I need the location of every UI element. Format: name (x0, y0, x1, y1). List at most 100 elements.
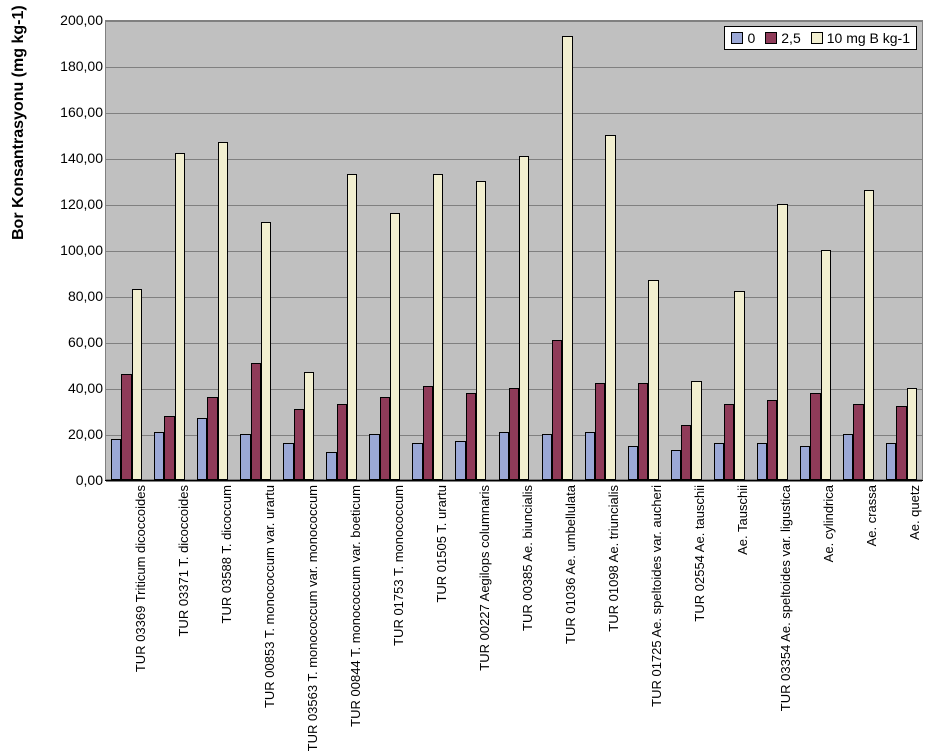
bars-layer (105, 20, 923, 480)
x-tick-label: TUR 03563 T. monococcum var. monococcum (305, 485, 320, 751)
bar (714, 443, 724, 480)
bar (111, 439, 121, 480)
y-tick-label: 60,00 (48, 334, 103, 350)
x-tick-label: TUR 00385 Ae. biuncialis (520, 485, 535, 631)
x-axis-line (105, 480, 923, 481)
bar (628, 446, 638, 481)
y-tick-label: 0,00 (48, 472, 103, 488)
bar (519, 156, 529, 480)
bar (886, 443, 896, 480)
legend-item: 10 mg B kg-1 (811, 30, 910, 46)
legend-label: 10 mg B kg-1 (827, 30, 910, 46)
bar (337, 404, 347, 480)
grid-line (106, 481, 922, 482)
y-tick-label: 80,00 (48, 288, 103, 304)
x-tick-label: Ae. cylindrica (821, 485, 836, 562)
bar (595, 383, 605, 480)
bar (585, 432, 595, 480)
bar (843, 434, 853, 480)
y-tick-label: 40,00 (48, 380, 103, 396)
bar (412, 443, 422, 480)
y-tick-label: 20,00 (48, 426, 103, 442)
x-tick-label: Ae. quetz (907, 485, 922, 540)
x-tick-label: Ae. crassa (864, 485, 879, 546)
bar (638, 383, 648, 480)
x-tick-label: TUR 01725 Ae. speltoides var. aucheri (649, 485, 664, 707)
x-tick-label: TUR 01753 T. monococcum (391, 485, 406, 646)
bar (562, 36, 572, 480)
legend-swatch (765, 32, 777, 44)
bar (648, 280, 658, 480)
bar (218, 142, 228, 480)
bar (207, 397, 217, 480)
bar (671, 450, 681, 480)
x-tick-label: TUR 01098 Ae. triuncialis (606, 485, 621, 632)
x-tick-label: TUR 01036 Ae. umbellulata (563, 485, 578, 644)
x-tick-label: TUR 01505 T. urartu (434, 485, 449, 603)
legend-swatch (731, 32, 743, 44)
bar (800, 446, 810, 481)
bar (681, 425, 691, 480)
y-tick-label: 120,00 (48, 196, 103, 212)
bar (777, 204, 787, 480)
x-labels: TUR 03369 Triticum dicoccoides TUR 03371 … (105, 485, 923, 717)
bar (466, 393, 476, 480)
x-tick-label: TUR 00853 T. monococcum var. urartu (262, 485, 277, 708)
bar (380, 397, 390, 480)
bar (251, 363, 261, 480)
bar (509, 388, 519, 480)
x-tick-label: TUR 00227 Aegilops columnaris (477, 485, 492, 671)
bar (390, 213, 400, 480)
y-tick-label: 160,00 (48, 104, 103, 120)
x-tick-label: TUR 03371 T. dicoccoides (176, 485, 191, 637)
bar (864, 190, 874, 480)
y-tick-label: 140,00 (48, 150, 103, 166)
legend-label: 0 (747, 30, 755, 46)
bar (240, 434, 250, 480)
chart-container: Bor Konsantrasyonu (mg kg-1) 02,510 mg B… (10, 10, 933, 717)
legend-item: 0 (731, 30, 755, 46)
bar (175, 153, 185, 480)
bar (757, 443, 767, 480)
x-tick-label: TUR 03369 Triticum dicoccoides (133, 485, 148, 672)
legend: 0 2,5 10 mg B kg-1 (724, 26, 917, 50)
bar (304, 372, 314, 480)
y-tick-label: 100,00 (48, 242, 103, 258)
bar (326, 452, 336, 480)
x-tick-label: TUR 00844 T. monococcum var. boeticum (348, 485, 363, 727)
legend-swatch (811, 32, 823, 44)
x-tick-label: TUR 03354 Ae. speltoides var. ligustica (778, 485, 793, 711)
bar (347, 174, 357, 480)
bar (767, 400, 777, 481)
bar (810, 393, 820, 480)
y-axis-title: Bor Konsantrasyonu (mg kg-1) (10, 5, 28, 240)
bar (294, 409, 304, 480)
bar (896, 406, 906, 480)
legend-label: 2,5 (781, 30, 800, 46)
bar (691, 381, 701, 480)
bar (423, 386, 433, 480)
bar (476, 181, 486, 480)
bar (853, 404, 863, 480)
bar (132, 289, 142, 480)
bar (197, 418, 207, 480)
bar (369, 434, 379, 480)
bar (734, 291, 744, 480)
bar (499, 432, 509, 480)
bar (724, 404, 734, 480)
y-tick-label: 180,00 (48, 58, 103, 74)
bar (542, 434, 552, 480)
bar (154, 432, 164, 480)
x-tick-label: Ae. Tauschii (735, 485, 750, 555)
bar (907, 388, 917, 480)
y-tick-label: 200,00 (48, 12, 103, 28)
x-tick-label: TUR 03588 T. dicoccum (219, 485, 234, 624)
bar (261, 222, 271, 480)
bar (605, 135, 615, 480)
bar (121, 374, 131, 480)
bar (283, 443, 293, 480)
bar (455, 441, 465, 480)
x-tick-label: TUR 02554 Ae. tauschii (692, 485, 707, 622)
bar (552, 340, 562, 480)
bar (821, 250, 831, 480)
